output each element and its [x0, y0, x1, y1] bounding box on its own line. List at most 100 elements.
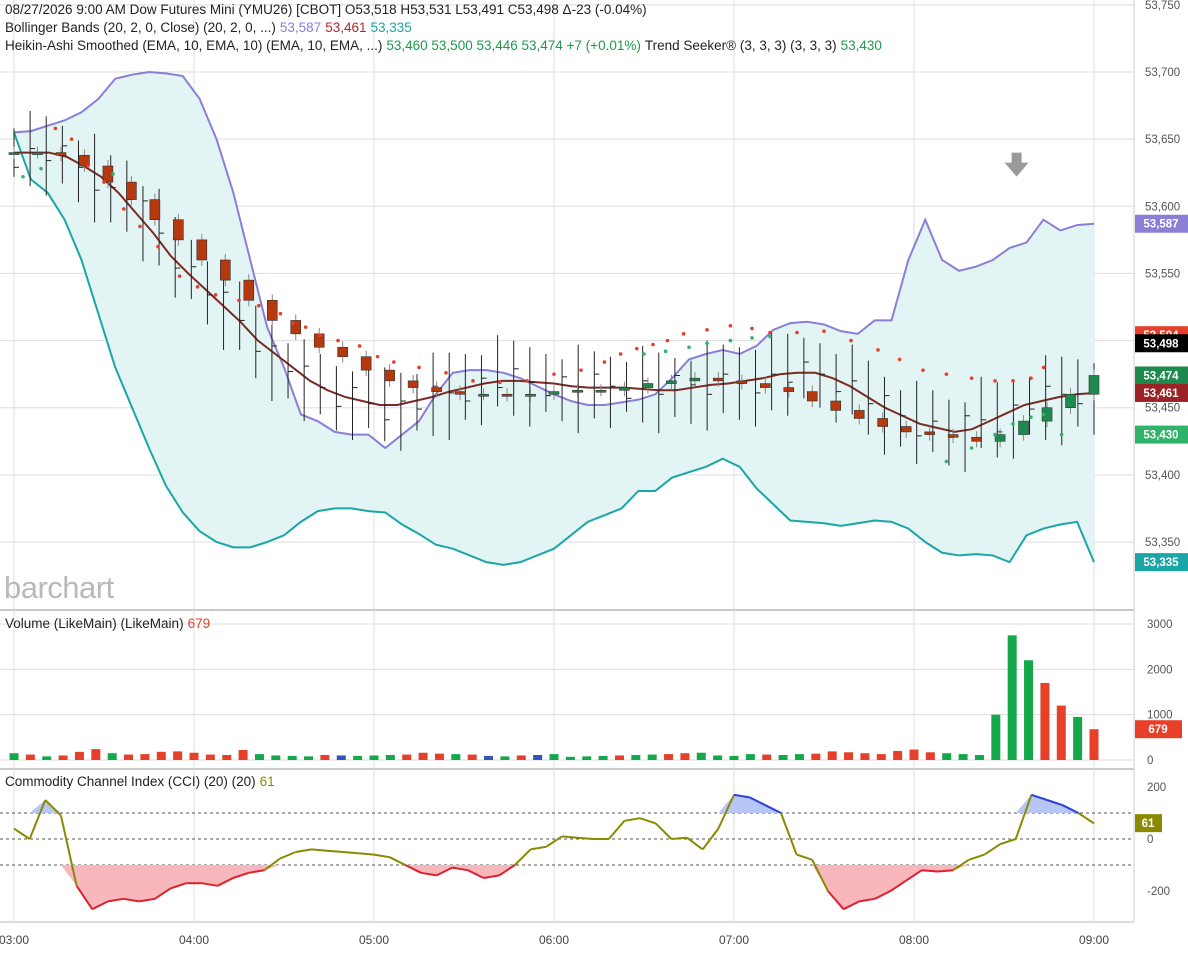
trend-seeker-dot-red: [86, 164, 90, 168]
trend-seeker-dot-green: [1011, 422, 1015, 426]
volume-bar: [844, 752, 854, 760]
cci-line-segment: [107, 897, 124, 903]
ha-candle: [783, 387, 795, 392]
trend-seeker-dot-green: [993, 432, 997, 437]
trend-seeker-dot-red: [1011, 379, 1015, 383]
volume-bar: [1056, 705, 1066, 760]
cci-line-segment: [983, 843, 1001, 856]
volume-bar: [74, 751, 84, 760]
cci-line-segment: [170, 882, 187, 890]
ha-candle: [1088, 375, 1100, 395]
trend-seeker-dot-red: [651, 342, 655, 347]
trend-seeker-dot-red: [579, 368, 583, 372]
quote-summary: 08/27/2026 9:00 AM Dow Futures Mini (YMU…: [5, 2, 647, 17]
cci-value: 61: [259, 774, 275, 789]
ha-candle: [1065, 393, 1076, 409]
trend-seeker-dot-red: [195, 285, 200, 289]
trend-seeker-dot-red: [336, 338, 340, 343]
volume-bar: [696, 752, 706, 760]
trend-seeker-dot-green: [969, 446, 974, 450]
cci-line-segment: [686, 836, 704, 851]
trend-seeker-dot-red: [993, 379, 997, 383]
price-label-box: [1135, 366, 1188, 385]
volume-bar: [1089, 729, 1099, 760]
trend-seeker-dot-red: [417, 365, 421, 370]
cci-line-segment: [952, 858, 970, 872]
trend-seeker-dot-red: [392, 360, 396, 364]
ha-candle: [8, 152, 20, 155]
ha-candle: [924, 431, 935, 435]
x-tick-label: 07:00: [719, 933, 749, 947]
trend-seeker-dot-red: [1041, 365, 1046, 370]
volume-header: Volume (LikeMain) (LikeMain) 679: [5, 616, 214, 631]
cci-line-segment: [342, 851, 359, 855]
ha-candle: [1018, 420, 1029, 435]
volume-bar: [418, 752, 428, 760]
volume-bar: [189, 752, 199, 760]
ha-candle: [360, 356, 372, 371]
trend-seeker-dot-green: [642, 352, 646, 356]
trend-seeker-label[interactable]: Trend Seeker® (3, 3, 3) (3, 3, 3): [644, 38, 837, 53]
volume-bar: [876, 754, 886, 760]
cci-line-segment: [921, 869, 938, 873]
bollinger-mid-value: 53,461: [325, 20, 367, 35]
volume-label-text: 679: [1148, 724, 1167, 736]
volume-bar: [173, 751, 183, 760]
barchart-logo: barchart: [4, 570, 114, 605]
trend-seeker-dot-red: [897, 357, 902, 362]
volume-bar: [140, 754, 150, 760]
trend-seeker-dot-red: [69, 137, 74, 141]
cci-line-segment: [937, 869, 954, 873]
trend-seeker-dot-green: [663, 349, 668, 354]
cci-line-segment: [889, 879, 907, 892]
volume-bar: [664, 754, 674, 760]
cci-tick-label: 200: [1147, 782, 1166, 794]
cci-line-segment: [59, 815, 78, 887]
volume-bar: [958, 754, 968, 760]
price-tick-label: 53,400: [1145, 470, 1180, 482]
volume-bar: [713, 755, 723, 760]
trend-seeker-dot-red: [375, 354, 380, 359]
volume-bar: [124, 754, 134, 760]
volume-bar: [500, 756, 510, 760]
ha-candle: [79, 154, 90, 167]
bollinger-band-fill: [14, 72, 1094, 565]
ha-candle: [266, 299, 278, 321]
trend-seeker-dot-red: [122, 207, 126, 211]
price-label-text: 53,474: [1143, 370, 1179, 382]
volume-label[interactable]: Volume (LikeMain) (LikeMain): [5, 616, 184, 631]
heikin-ashi-label[interactable]: Heikin-Ashi Smoothed (EMA, 10, EMA, 10) …: [5, 38, 383, 53]
cci-line-segment: [404, 864, 422, 874]
ha-candle: [55, 152, 67, 156]
volume-bar: [549, 754, 559, 760]
trend-seeker-dot-red: [471, 379, 475, 383]
volume-bar: [614, 755, 624, 760]
cci-line-segment: [561, 835, 578, 839]
bollinger-label[interactable]: Bollinger Bands (20, 2, 0, Close) (20, 2…: [5, 20, 276, 35]
volume-bar: [647, 754, 657, 760]
ha-candle: [32, 152, 43, 155]
trend-seeker-dot-red: [876, 348, 880, 352]
trend-seeker-dot-red: [665, 338, 670, 343]
cci-line-segment: [608, 820, 626, 840]
trend-seeker-dot-red: [602, 360, 607, 364]
x-tick-label: 06:00: [539, 933, 569, 947]
volume-bar: [156, 751, 166, 760]
cci-label[interactable]: Commodity Channel Index (CCI) (20) (20): [5, 774, 256, 789]
x-tick-label: 08:00: [899, 933, 929, 947]
cci-line-segment: [827, 890, 845, 910]
trend-seeker-dot-green: [750, 336, 754, 340]
ha-candle: [642, 383, 654, 388]
trend-seeker-dot-red: [278, 311, 283, 316]
trend-seeker-dot-red: [750, 326, 754, 331]
ha-candle: [760, 383, 771, 388]
volume-bar: [1007, 635, 1017, 760]
volume-bar: [516, 755, 526, 760]
volume-tick-label: 3000: [1147, 619, 1173, 631]
price-label-box: [1135, 334, 1188, 353]
ha-candle: [337, 346, 348, 357]
trend-seeker-dot-red: [681, 332, 686, 336]
trend-seeker-dot-red: [498, 380, 502, 385]
trend-seeker-dot-green: [1041, 412, 1046, 417]
